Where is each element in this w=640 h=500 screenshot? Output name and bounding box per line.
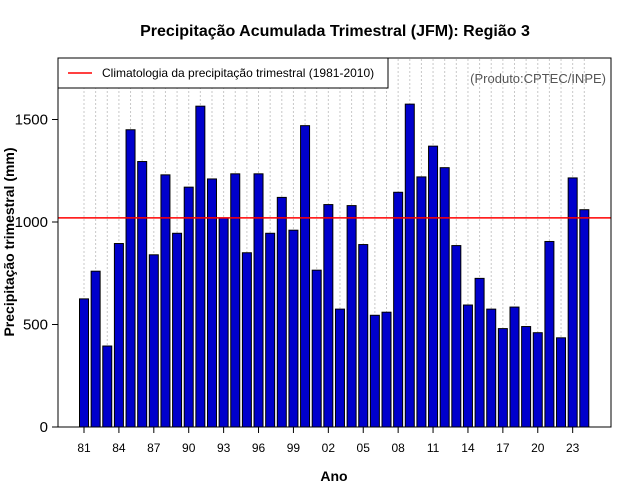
x-tick-label: 23 [566, 441, 580, 455]
bar-layer [79, 103, 590, 428]
y-tick-label: 0 [40, 419, 48, 436]
bar-2021 [544, 240, 555, 428]
x-tick-label: 81 [77, 441, 91, 455]
x-tick-label: 14 [461, 441, 475, 455]
bar-2008 [393, 191, 404, 428]
chart-title: Precipitação Acumulada Trimestral (JFM):… [140, 23, 530, 40]
bar-2000 [300, 125, 311, 428]
bar-1996 [253, 173, 264, 428]
bar-2006 [369, 314, 380, 428]
y-tick-label: 1000 [15, 214, 48, 231]
x-axis: 81 84 87 90 93 96 99 02 05 08 11 14 17 20 23 [77, 427, 580, 455]
x-tick-label: 96 [252, 441, 266, 455]
bar-2024 [579, 209, 590, 428]
bar-2011 [428, 145, 439, 428]
bar-1983 [102, 345, 113, 428]
bar-2015 [474, 277, 485, 428]
bar-1985 [125, 129, 136, 428]
bar-2009 [404, 103, 415, 428]
bar-2003 [334, 308, 345, 428]
bar-2020 [532, 332, 543, 428]
bar-2022 [556, 337, 567, 428]
bar-2001 [311, 269, 322, 428]
bar-2012 [439, 167, 450, 428]
bar-1995 [241, 252, 252, 428]
x-tick-label: 93 [217, 441, 231, 455]
x-tick-label: 17 [496, 441, 510, 455]
bar-1988 [160, 174, 171, 428]
x-tick-label: 87 [147, 441, 161, 455]
bar-2007 [381, 311, 392, 428]
x-tick-label: 84 [112, 441, 126, 455]
bar-1992 [206, 178, 217, 428]
bar-1998 [276, 196, 287, 428]
legend: Climatologia da precipitação trimestral … [57, 57, 389, 89]
x-tick-label: 11 [427, 441, 440, 455]
y-axis: 0 500 1000 1500 [15, 112, 58, 436]
x-axis-label: Ano [320, 468, 347, 484]
bar-2013 [451, 245, 462, 428]
bar-1984 [113, 243, 124, 428]
legend-box [57, 57, 389, 89]
x-tick-label: 90 [182, 441, 196, 455]
bar-2005 [358, 244, 369, 428]
bar-1986 [137, 161, 148, 428]
bar-2010 [416, 176, 427, 428]
bar-2002 [323, 204, 334, 428]
x-tick-label: 20 [531, 441, 545, 455]
bar-1994 [230, 173, 241, 428]
bar-2019 [521, 326, 532, 428]
bar-2014 [462, 304, 473, 428]
y-tick-label: 500 [23, 317, 48, 334]
bar-2023 [567, 177, 578, 428]
bar-1981 [79, 298, 89, 428]
bar-2017 [497, 328, 508, 428]
bar-2016 [486, 308, 497, 428]
bar-1982 [90, 270, 101, 428]
bar-1989 [172, 232, 183, 428]
bar-1993 [218, 217, 229, 428]
x-tick-label: 02 [322, 441, 336, 455]
bar-1990 [183, 186, 194, 428]
grid-layer [83, 59, 585, 426]
bar-1987 [148, 254, 159, 428]
y-tick-label: 1500 [15, 112, 48, 129]
x-tick-label: 08 [391, 441, 405, 455]
x-tick-label: 05 [357, 441, 371, 455]
source-note: (Produto:CPTEC/INPE) [470, 71, 606, 86]
legend-label: Climatologia da precipitação trimestral … [102, 66, 374, 80]
bar-2018 [509, 306, 520, 428]
y-axis-label: Precipitação trimestral (mm) [1, 147, 17, 336]
bar-2004 [346, 205, 357, 428]
bar-1997 [265, 232, 276, 428]
x-tick-label: 99 [287, 441, 301, 455]
bar-1999 [288, 229, 299, 428]
bar-1991 [195, 105, 206, 428]
